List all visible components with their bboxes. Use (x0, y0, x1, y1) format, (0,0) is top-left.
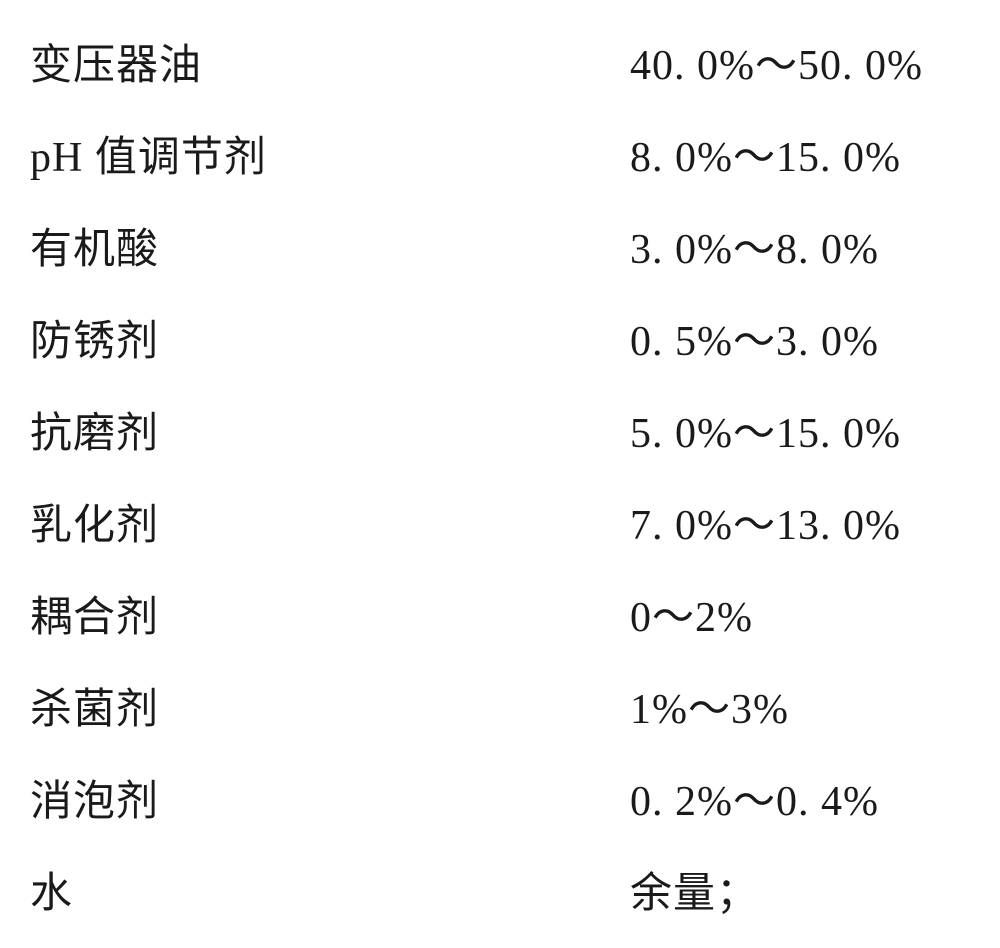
ingredient-value: 1%～3% (630, 664, 960, 756)
table-row: 耦合剂 0～2% (30, 572, 960, 664)
ingredient-value: 0～2% (630, 572, 960, 664)
ingredient-value: 3. 0%～8. 0% (630, 204, 960, 296)
ingredient-label: 耦合剂 (30, 572, 159, 664)
table-row: 水 余量； (30, 848, 960, 940)
ingredient-value: 0. 5%～3. 0% (630, 296, 960, 388)
ingredient-label: 防锈剂 (30, 296, 159, 388)
ingredient-value: 40. 0%～50. 0% (630, 20, 960, 112)
ingredient-label: 抗磨剂 (30, 388, 159, 480)
table-row: 消泡剂 0. 2%～0. 4% (30, 756, 960, 848)
ingredient-value: 余量； (630, 848, 960, 940)
table-row: pH 值调节剂 8. 0%～15. 0% (30, 112, 960, 204)
ingredient-value: 8. 0%～15. 0% (630, 112, 960, 204)
ingredient-label: pH 值调节剂 (30, 112, 267, 204)
ingredient-label: 消泡剂 (30, 756, 159, 848)
table-row: 有机酸 3. 0%～8. 0% (30, 204, 960, 296)
ingredient-label: 变压器油 (30, 20, 202, 112)
ingredient-value: 5. 0%～15. 0% (630, 388, 960, 480)
ingredient-label: 杀菌剂 (30, 664, 159, 756)
table-row: 乳化剂 7. 0%～13. 0% (30, 480, 960, 572)
table-row: 抗磨剂 5. 0%～15. 0% (30, 388, 960, 480)
table-row: 防锈剂 0. 5%～3. 0% (30, 296, 960, 388)
ingredient-value: 7. 0%～13. 0% (630, 480, 960, 572)
ingredient-label: 水 (30, 848, 73, 940)
ingredient-value: 0. 2%～0. 4% (630, 756, 960, 848)
table-row: 杀菌剂 1%～3% (30, 664, 960, 756)
ingredient-label: 乳化剂 (30, 480, 159, 572)
table-row: 变压器油 40. 0%～50. 0% (30, 20, 960, 112)
ingredient-label: 有机酸 (30, 204, 159, 296)
